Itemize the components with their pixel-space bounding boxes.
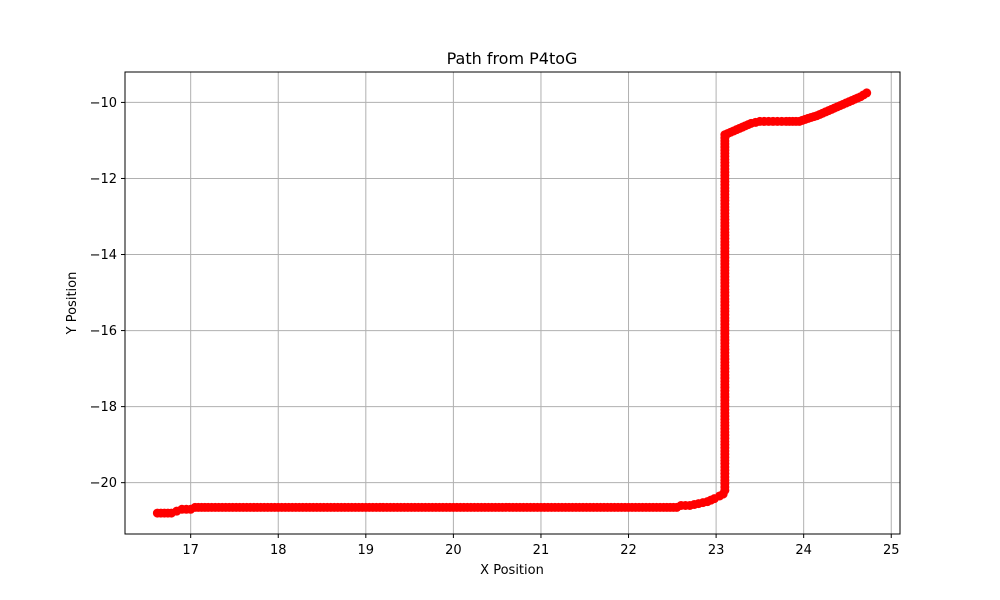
x-tick-label: 19 [358, 543, 375, 558]
chart-title: Path from P4toG [447, 49, 578, 68]
x-tick-label: 25 [883, 543, 900, 558]
y-tick-label: −12 [90, 172, 117, 187]
y-axis-label: Y Position [65, 272, 80, 336]
y-tick-label: −16 [90, 324, 117, 339]
path-point [862, 88, 872, 98]
x-tick-label: 17 [182, 543, 199, 558]
x-tick-label: 18 [270, 543, 287, 558]
x-tick-label: 22 [620, 543, 637, 558]
y-tick-label: −10 [90, 96, 117, 111]
x-tick-label: 20 [445, 543, 462, 558]
x-tick-label: 21 [533, 543, 550, 558]
y-tick-label: −14 [90, 248, 117, 263]
y-axis-ticks: −20 −18 −16 −14 −12 −10 [90, 96, 125, 491]
y-tick-label: −18 [90, 400, 117, 415]
x-axis-ticks: 17 18 19 20 21 22 23 24 25 [182, 534, 900, 558]
plot-frame [124, 71, 901, 535]
x-tick-label: 24 [795, 543, 812, 558]
x-tick-label: 23 [708, 543, 725, 558]
y-tick-label: −20 [90, 476, 117, 491]
path-points [152, 88, 872, 518]
grid [125, 72, 900, 534]
x-axis-label: X Position [480, 563, 544, 578]
